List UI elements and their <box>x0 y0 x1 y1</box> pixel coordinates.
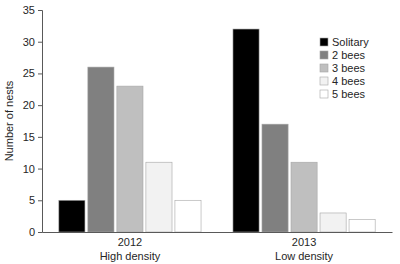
y-tick-mark <box>38 105 42 106</box>
bar <box>349 219 375 232</box>
plot: 0 5 10 15 20 25 30 35 2012High density 2013Low de… <box>23 4 393 262</box>
y-tick: 15 <box>23 131 42 143</box>
legend-swatch <box>320 90 328 98</box>
legend-swatch <box>320 77 328 85</box>
y-tick-label: 20 <box>23 99 35 111</box>
legend-item: 2 bees <box>320 49 366 61</box>
y-tick-mark <box>38 73 42 74</box>
legend-item: 5 bees <box>320 88 366 100</box>
x-tick: 2013Low density <box>275 232 334 262</box>
bar <box>291 162 317 232</box>
legend-label: 4 bees <box>332 75 366 87</box>
y-tick: 25 <box>23 67 42 79</box>
legend: Solitary2 bees3 bees4 bees5 bees <box>320 36 369 100</box>
bar <box>175 200 201 232</box>
y-tick: 30 <box>23 36 42 48</box>
bar <box>88 67 114 232</box>
y-tick-label: 10 <box>23 163 35 175</box>
y-tick: 20 <box>23 99 42 111</box>
bar <box>59 200 85 232</box>
y-tick-mark <box>38 137 42 138</box>
bar <box>146 162 172 232</box>
y-tick-mark <box>38 169 42 170</box>
y-tick-label: 25 <box>23 67 35 79</box>
legend-swatch <box>320 51 328 59</box>
y-tick-label: 5 <box>29 194 35 206</box>
legend-swatch <box>320 64 328 72</box>
y-tick-mark <box>38 232 42 233</box>
y-axis: 0 5 10 15 20 25 30 35 <box>23 4 43 238</box>
y-axis-line <box>38 11 43 233</box>
chart: 0 5 10 15 20 25 30 35 2012High density 2013Low de… <box>0 0 400 264</box>
y-tick-mark <box>38 200 42 201</box>
bar <box>233 29 259 232</box>
y-tick-label: 0 <box>29 226 35 238</box>
legend-label: Solitary <box>332 36 369 48</box>
x-tick-label: 2012High density <box>100 236 161 262</box>
y-tick-label: 35 <box>23 4 35 16</box>
legend-item: Solitary <box>320 36 369 48</box>
x-tick-label: 2013Low density <box>275 236 334 262</box>
legend-swatch <box>320 38 328 46</box>
y-axis-title: Number of nests <box>3 80 15 161</box>
y-tick-label: 15 <box>23 131 35 143</box>
legend-label: 3 bees <box>332 62 366 74</box>
bar <box>117 86 143 232</box>
y-tick: 5 <box>29 194 42 206</box>
x-axis-line <box>43 232 393 233</box>
y-tick-mark <box>38 10 42 11</box>
legend-item: 3 bees <box>320 62 366 74</box>
legend-label: 2 bees <box>332 49 366 61</box>
y-tick: 10 <box>23 163 42 175</box>
legend-label: 5 bees <box>332 88 366 100</box>
y-tick-mark <box>38 42 42 43</box>
y-tick-label: 30 <box>23 36 35 48</box>
x-axis: 2012High density 2013Low density <box>43 232 393 262</box>
bars <box>59 29 375 232</box>
bar <box>320 213 346 232</box>
legend-item: 4 bees <box>320 75 366 87</box>
bar <box>262 124 288 232</box>
y-tick: 0 <box>29 226 42 238</box>
x-tick: 2012High density <box>100 232 161 262</box>
y-tick: 35 <box>23 4 42 16</box>
